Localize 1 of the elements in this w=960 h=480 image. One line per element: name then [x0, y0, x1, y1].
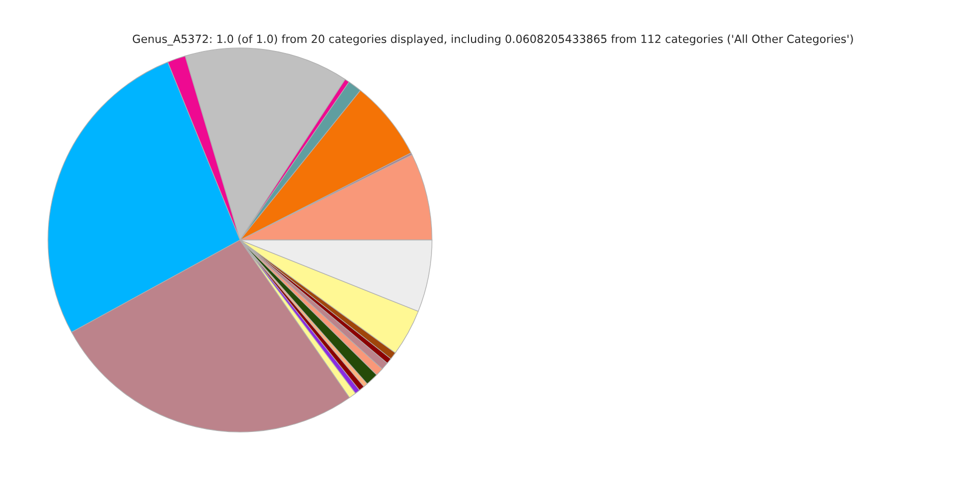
text: Genus_A5372: 1.0 (of 1.0) from 20 categories displayed, including 0.0608205433865 from 112 categories ('All Other Categories') [132, 34, 853, 46]
